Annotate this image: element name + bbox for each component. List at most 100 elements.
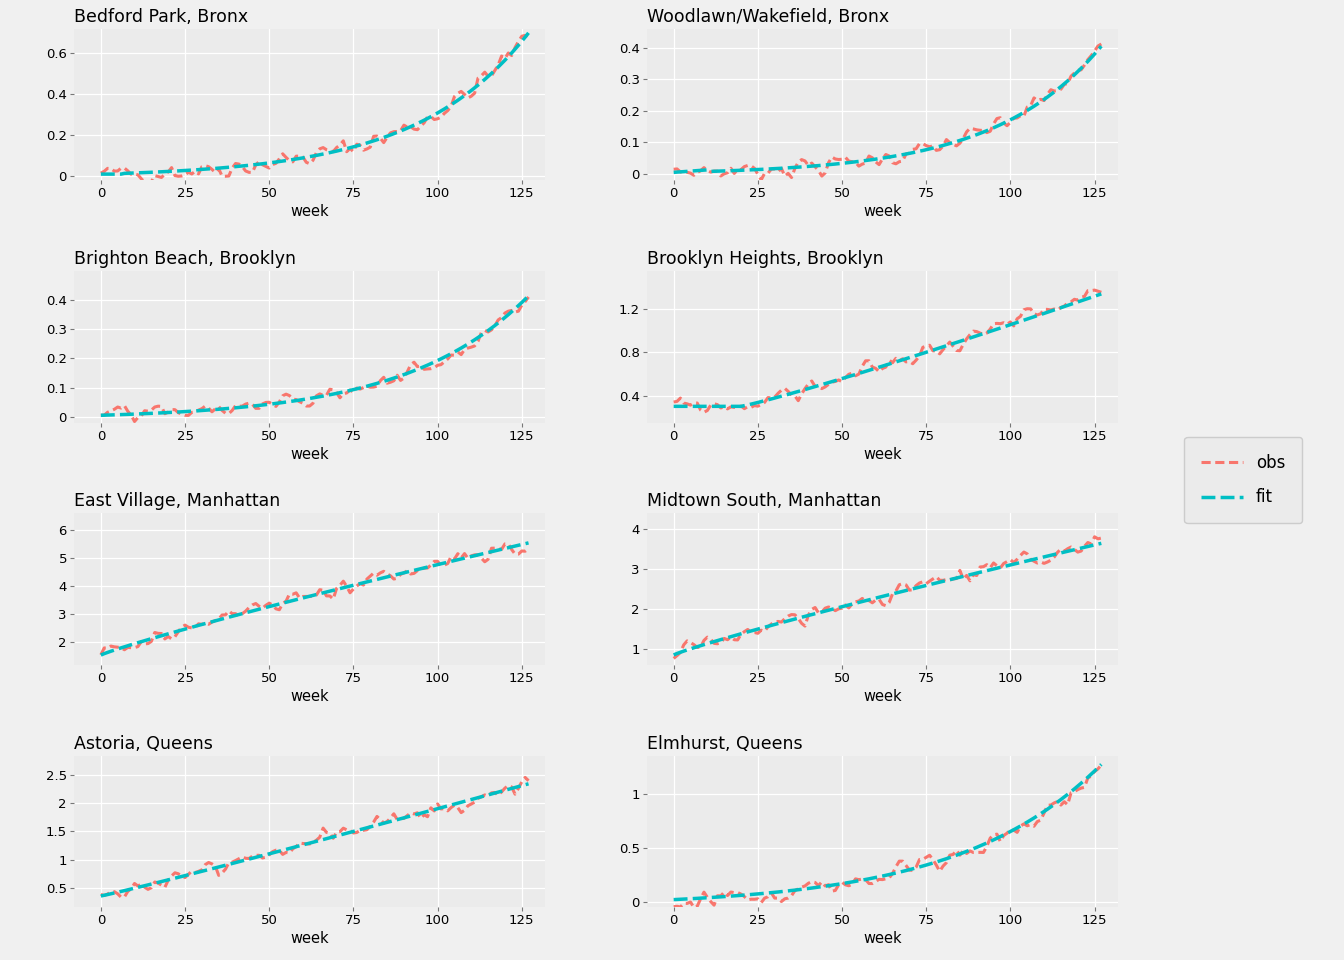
fit <box>251 158 267 170</box>
fit <box>1073 295 1089 306</box>
obs <box>200 402 216 414</box>
obs <box>271 153 288 164</box>
Text: East Village, Manhattan: East Village, Manhattan <box>74 492 280 511</box>
obs <box>504 781 520 793</box>
obs <box>319 827 335 838</box>
fit <box>665 894 681 905</box>
fit <box>267 847 284 858</box>
fit <box>1073 778 1089 789</box>
obs <box>844 368 860 379</box>
Text: Brighton Beach, Brooklyn: Brighton Beach, Brooklyn <box>74 251 296 268</box>
fit <box>314 148 331 159</box>
obs <box>460 553 476 564</box>
fit <box>198 865 214 876</box>
fit <box>93 649 109 660</box>
fit <box>251 604 267 615</box>
obs <box>520 543 536 555</box>
fit <box>841 599 857 611</box>
obs <box>665 396 681 408</box>
X-axis label: week: week <box>290 446 329 462</box>
obs <box>93 409 109 420</box>
fit <box>520 290 536 301</box>
Line: fit: fit <box>101 543 528 655</box>
Text: Brooklyn Heights, Brooklyn: Brooklyn Heights, Brooklyn <box>646 251 883 268</box>
fit <box>1032 552 1048 564</box>
fit <box>198 163 214 175</box>
obs <box>254 159 270 171</box>
obs <box>828 154 844 165</box>
fit <box>1032 96 1048 108</box>
fit <box>314 588 331 599</box>
X-axis label: week: week <box>290 689 329 704</box>
fit <box>824 879 840 891</box>
fit <box>500 783 516 795</box>
obs <box>93 649 109 660</box>
fit <box>770 392 786 403</box>
obs <box>93 167 109 179</box>
obs <box>753 174 769 185</box>
obs <box>200 856 216 868</box>
obs <box>504 543 520 555</box>
obs <box>888 586 905 597</box>
fit <box>520 778 536 789</box>
fit <box>460 338 476 349</box>
Line: fit: fit <box>101 33 528 174</box>
fit <box>520 27 536 38</box>
fit <box>888 867 905 878</box>
obs <box>254 852 270 864</box>
fit <box>267 599 284 611</box>
obs <box>113 892 129 903</box>
obs <box>665 900 681 912</box>
obs <box>1077 781 1093 793</box>
fit <box>665 167 681 179</box>
obs <box>504 50 520 61</box>
obs <box>464 342 480 353</box>
fit <box>93 890 109 901</box>
obs <box>464 90 480 102</box>
obs <box>517 30 534 41</box>
X-axis label: week: week <box>863 446 902 462</box>
obs <box>1036 807 1052 819</box>
fit <box>1073 542 1089 554</box>
fit <box>460 87 476 99</box>
fit <box>665 649 681 660</box>
fit <box>251 851 267 862</box>
X-axis label: week: week <box>863 204 902 219</box>
obs <box>314 585 331 596</box>
obs <box>828 885 844 897</box>
fit <box>520 538 536 549</box>
obs <box>1077 291 1093 302</box>
fit <box>841 156 857 168</box>
fit <box>460 795 476 806</box>
obs <box>1077 60 1093 71</box>
obs <box>1086 284 1102 296</box>
fit <box>841 371 857 382</box>
Legend: obs, fit: obs, fit <box>1184 437 1302 523</box>
Line: obs: obs <box>673 290 1101 412</box>
obs <box>1032 556 1048 567</box>
obs <box>1093 38 1109 50</box>
Text: Bedford Park, Bronx: Bedford Park, Bronx <box>74 8 249 26</box>
fit <box>824 604 840 615</box>
fit <box>460 552 476 564</box>
obs <box>517 772 534 783</box>
fit <box>251 399 267 411</box>
fit <box>267 397 284 409</box>
Line: fit: fit <box>101 296 528 416</box>
obs <box>520 291 536 302</box>
obs <box>1036 303 1052 315</box>
obs <box>319 144 335 156</box>
fit <box>770 886 786 898</box>
obs <box>1073 545 1089 557</box>
fit <box>841 876 857 888</box>
obs <box>271 845 288 856</box>
obs <box>497 539 513 550</box>
fit <box>824 376 840 388</box>
obs <box>520 32 536 43</box>
obs <box>271 396 288 408</box>
fit <box>770 618 786 630</box>
obs <box>844 156 860 167</box>
fit <box>500 541 516 553</box>
fit <box>500 309 516 321</box>
fit <box>824 158 840 170</box>
